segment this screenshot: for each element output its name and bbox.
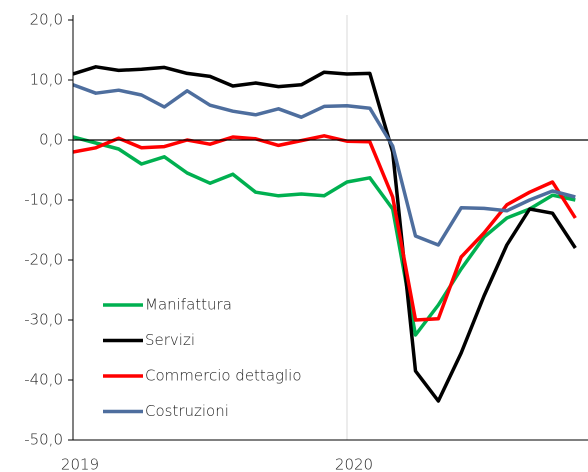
y-tick-label: 20,0 (30, 11, 63, 29)
series-layer (73, 65, 577, 403)
x-tick-label: 2020 (335, 456, 373, 472)
y-tick-label: -30,0 (24, 311, 63, 329)
y-tick-label: 0,0 (39, 131, 63, 149)
series-line (73, 135, 576, 337)
y-tick-label: 10,0 (30, 71, 63, 89)
legend-label: Servizi (145, 331, 195, 349)
series-line (73, 134, 577, 322)
y-tick-label: -20,0 (24, 251, 63, 269)
y-tick-label: -40,0 (24, 371, 63, 389)
x-tick-label: 2019 (61, 456, 99, 472)
series-line (73, 65, 577, 403)
series-line (73, 83, 576, 247)
y-tick-label: -50,0 (24, 431, 63, 449)
legend-label: Manifattura (145, 296, 232, 314)
legend-label: Commercio dettaglio (145, 367, 302, 385)
legend-label: Costruzioni (145, 402, 229, 420)
y-tick-label: -10,0 (24, 191, 63, 209)
